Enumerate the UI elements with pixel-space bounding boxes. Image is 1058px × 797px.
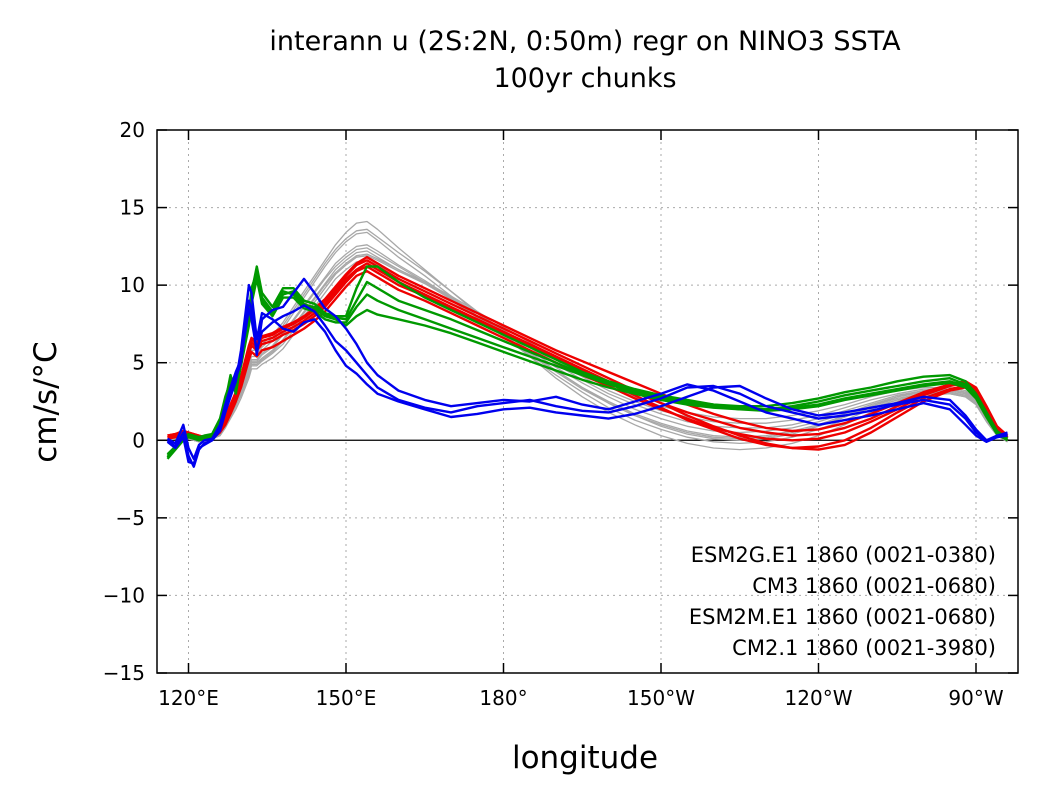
y-tick-label: 10 — [120, 273, 145, 297]
y-tick-label: −10 — [103, 583, 145, 607]
series-line-cm2-1 — [167, 259, 1008, 443]
plot-area-frame — [156, 129, 1019, 674]
series-line-cm3 — [167, 262, 1009, 440]
x-tick-label: 120°E — [158, 686, 219, 710]
x-tick-label: 150°W — [627, 686, 695, 710]
series-line-esm2g-e1 — [166, 304, 1008, 461]
y-tick-label: −5 — [116, 506, 145, 530]
chart-subtitle: 100yr chunks — [493, 63, 676, 94]
series-lines — [166, 220, 1009, 468]
series-line-cm3 — [167, 270, 1009, 442]
legend-entry: ESM2M.E1 1860 (0021-0680) — [689, 605, 996, 629]
y-tick-label: 0 — [132, 428, 145, 452]
y-tick-label: −15 — [103, 661, 145, 685]
y-tick-label: 5 — [132, 351, 145, 375]
y-axis-label: cm/s/°C — [28, 341, 64, 462]
chart-title: interann u (2S:2N, 0:50m) regr on NINO3 … — [269, 26, 901, 57]
series-line-esm2g-e1 — [166, 283, 1008, 465]
x-tick-label: 120°W — [785, 686, 853, 710]
legend-entry: CM2.1 1860 (0021-3980) — [732, 636, 996, 660]
x-tick-label: 180° — [479, 686, 527, 710]
x-tick-label: 150°E — [316, 686, 377, 710]
legend: ESM2G.E1 1860 (0021-0380) CM3 1860 (0021-… — [689, 543, 996, 660]
y-tick-label: 20 — [120, 118, 145, 142]
x-axis-label: longitude — [512, 740, 658, 776]
legend-entry: ESM2G.E1 1860 (0021-0380) — [691, 543, 996, 567]
x-tick-label: 90°W — [948, 686, 1003, 710]
y-tick-label: 15 — [120, 196, 145, 220]
axis-ticks: 120°E 150°E 180° 150°W 120°W 90°W −15 −10 −5 0 5 10… — [103, 118, 1018, 710]
legend-entry: CM3 1860 (0021-0680) — [752, 574, 996, 598]
series-line-esm2m-e1 — [166, 274, 1009, 459]
